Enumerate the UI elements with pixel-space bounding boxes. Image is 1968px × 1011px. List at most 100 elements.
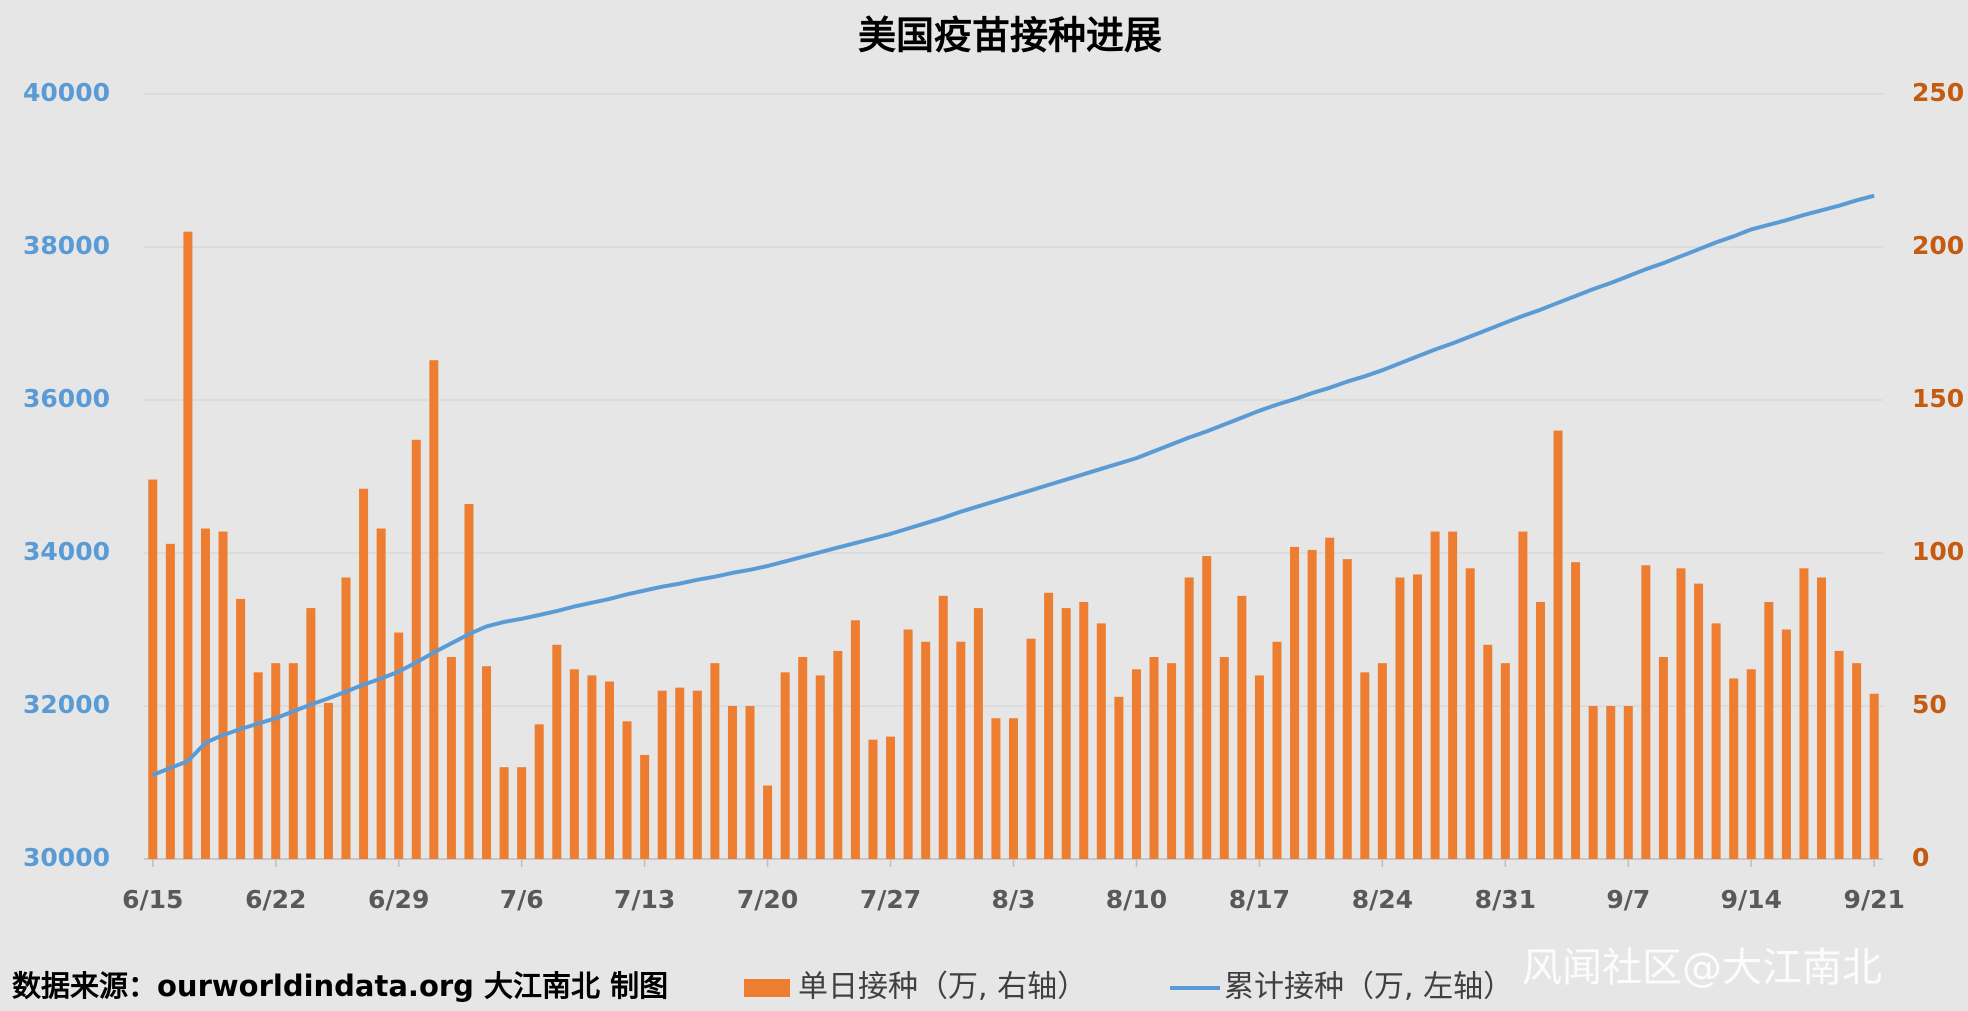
bar — [183, 231, 193, 859]
bar — [1764, 601, 1774, 859]
x-tick-label: 6/15 — [122, 885, 183, 914]
bar — [1325, 537, 1335, 859]
bar — [1096, 623, 1106, 859]
bar — [1184, 577, 1194, 859]
bar — [657, 690, 667, 859]
x-tick-label: 7/13 — [614, 885, 675, 914]
bar — [1694, 583, 1704, 859]
bar — [148, 479, 158, 859]
bar — [1395, 577, 1405, 859]
x-tick-label: 8/17 — [1229, 885, 1290, 914]
bar — [271, 663, 281, 859]
bar — [394, 632, 404, 859]
y2-tick-label: 0 — [1912, 843, 1929, 872]
x-tick-label: 7/6 — [500, 885, 544, 914]
y2-tick-label: 150 — [1912, 384, 1964, 413]
bar — [359, 488, 369, 859]
bar — [534, 724, 544, 859]
bar — [552, 644, 562, 859]
x-tick-label: 7/27 — [860, 885, 921, 914]
y2-tick-label: 50 — [1912, 690, 1947, 719]
bar — [1553, 430, 1563, 859]
x-tick-label: 8/10 — [1106, 885, 1167, 914]
bar — [1588, 706, 1598, 859]
bar — [833, 650, 843, 859]
x-tick-label: 8/3 — [992, 885, 1036, 914]
bar — [675, 687, 685, 859]
bar — [1307, 549, 1317, 859]
bar — [1448, 531, 1458, 859]
bar — [411, 439, 421, 859]
bar — [341, 577, 351, 859]
bar — [868, 739, 878, 859]
bar — [1377, 663, 1387, 859]
x-tick-label: 9/21 — [1844, 885, 1905, 914]
bar — [763, 785, 773, 859]
bar — [1623, 706, 1633, 859]
y-tick-label: 32000 — [23, 690, 110, 719]
bar — [850, 620, 860, 859]
bar — [1799, 568, 1809, 859]
bar — [288, 663, 298, 859]
bar — [1500, 663, 1510, 859]
bar — [973, 608, 983, 859]
x-tick-label: 9/14 — [1721, 885, 1782, 914]
bar — [745, 706, 755, 859]
bar — [1149, 657, 1159, 859]
bar — [1483, 644, 1493, 859]
bar — [200, 528, 210, 859]
legend-label: 累计接种（万, 左轴） — [1224, 970, 1513, 1005]
bar — [464, 504, 474, 859]
bar — [1342, 559, 1352, 859]
bar — [218, 531, 228, 859]
bar — [1061, 608, 1071, 859]
bar — [376, 528, 386, 859]
line — [152, 193, 1875, 777]
source-note: 数据来源：ourworldindata.org 大江南北 制图 — [12, 969, 668, 1003]
bar — [1817, 577, 1827, 859]
bar — [1518, 531, 1528, 859]
bar — [1606, 706, 1616, 859]
bar — [429, 360, 439, 859]
bar — [1009, 718, 1018, 859]
bar — [306, 608, 316, 859]
bar — [1254, 675, 1264, 859]
bar — [1465, 568, 1475, 859]
bar — [710, 663, 720, 859]
bar — [1834, 650, 1844, 859]
bar — [1711, 623, 1721, 859]
bar — [1413, 574, 1423, 859]
y2-tick-label: 100 — [1912, 537, 1964, 566]
bar — [1535, 601, 1545, 859]
bar — [1676, 568, 1686, 859]
x-tick-label: 6/22 — [245, 885, 306, 914]
x-tick-label: 7/20 — [737, 885, 798, 914]
bar — [1869, 693, 1879, 859]
y2-tick-label: 250 — [1912, 78, 1964, 107]
bar — [991, 718, 1001, 859]
bar — [1044, 592, 1054, 859]
bar — [1219, 657, 1229, 859]
bar — [903, 629, 913, 859]
bar — [323, 702, 333, 859]
y-tick-label: 40000 — [23, 78, 110, 107]
bar — [1781, 629, 1791, 859]
y-tick-label: 34000 — [23, 537, 110, 566]
bar — [517, 767, 527, 859]
watermark: 风闻社区@大江南北 — [1522, 945, 1882, 991]
x-tick-label: 8/24 — [1352, 885, 1413, 914]
bar — [1026, 638, 1036, 859]
bar — [622, 721, 632, 859]
bar — [938, 595, 948, 859]
bar — [1079, 601, 1089, 859]
bar — [604, 681, 614, 859]
bar — [253, 672, 263, 859]
bar — [1430, 531, 1440, 859]
y-tick-label: 36000 — [23, 384, 110, 413]
bar — [1290, 546, 1300, 859]
legend-swatch — [744, 979, 790, 997]
bar — [727, 706, 737, 859]
y2-tick-label: 200 — [1912, 231, 1964, 260]
bar — [921, 641, 931, 859]
